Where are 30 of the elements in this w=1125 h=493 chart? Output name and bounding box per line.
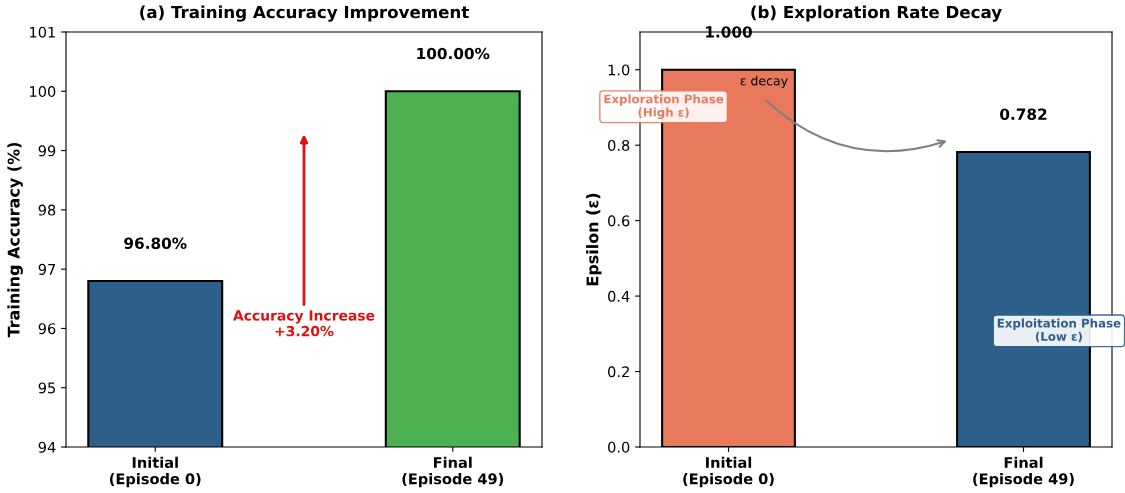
y-tick-label: 0.8	[608, 139, 630, 151]
y-tick-label: 96	[38, 323, 56, 335]
y-tick-label: 0.0	[608, 441, 630, 453]
annotation: Exploration Phase (High ε)	[604, 94, 724, 120]
y-tick-label: 99	[38, 145, 56, 157]
chart-title: (b) Exploration Rate Decay	[751, 5, 1002, 22]
annotation: Exploitation Phase (Low ε)	[997, 318, 1121, 343]
x-tick-label: Initial (Episode 0)	[683, 456, 774, 488]
data-label: 100.00%	[417, 47, 490, 60]
data-label: 0.782	[1000, 108, 1047, 120]
data-label: 96.80%	[124, 237, 187, 249]
chart-title: (a) Training Accuracy Improvement	[140, 5, 469, 22]
y-tick-label: 0.6	[608, 215, 630, 227]
annotation: Accuracy Increase +3.20%	[233, 310, 375, 337]
y-tick-label: 0.2	[608, 366, 629, 378]
x-tick-label: Initial (Episode 0)	[110, 456, 201, 488]
y-tick-label: 97	[38, 263, 56, 275]
y-axis-title: Epsilon (ε)	[586, 193, 602, 286]
y-axis-title: Training Accuracy (%)	[7, 142, 23, 338]
y-tick-label: 101	[30, 26, 55, 38]
y-tick-label: 94	[38, 441, 56, 453]
x-tick-label: Final (Episode 49)	[402, 456, 504, 488]
data-label: 1.000	[706, 26, 752, 38]
y-tick-label: 98	[38, 204, 56, 216]
y-tick-label: 1.0	[608, 64, 630, 76]
y-tick-label: 100	[30, 86, 56, 98]
x-tick-label: Final (Episode 49)	[973, 456, 1074, 488]
y-tick-label: 95	[38, 382, 55, 394]
y-tick-label: 0.4	[608, 290, 630, 302]
annotation: ε decay	[740, 75, 788, 88]
